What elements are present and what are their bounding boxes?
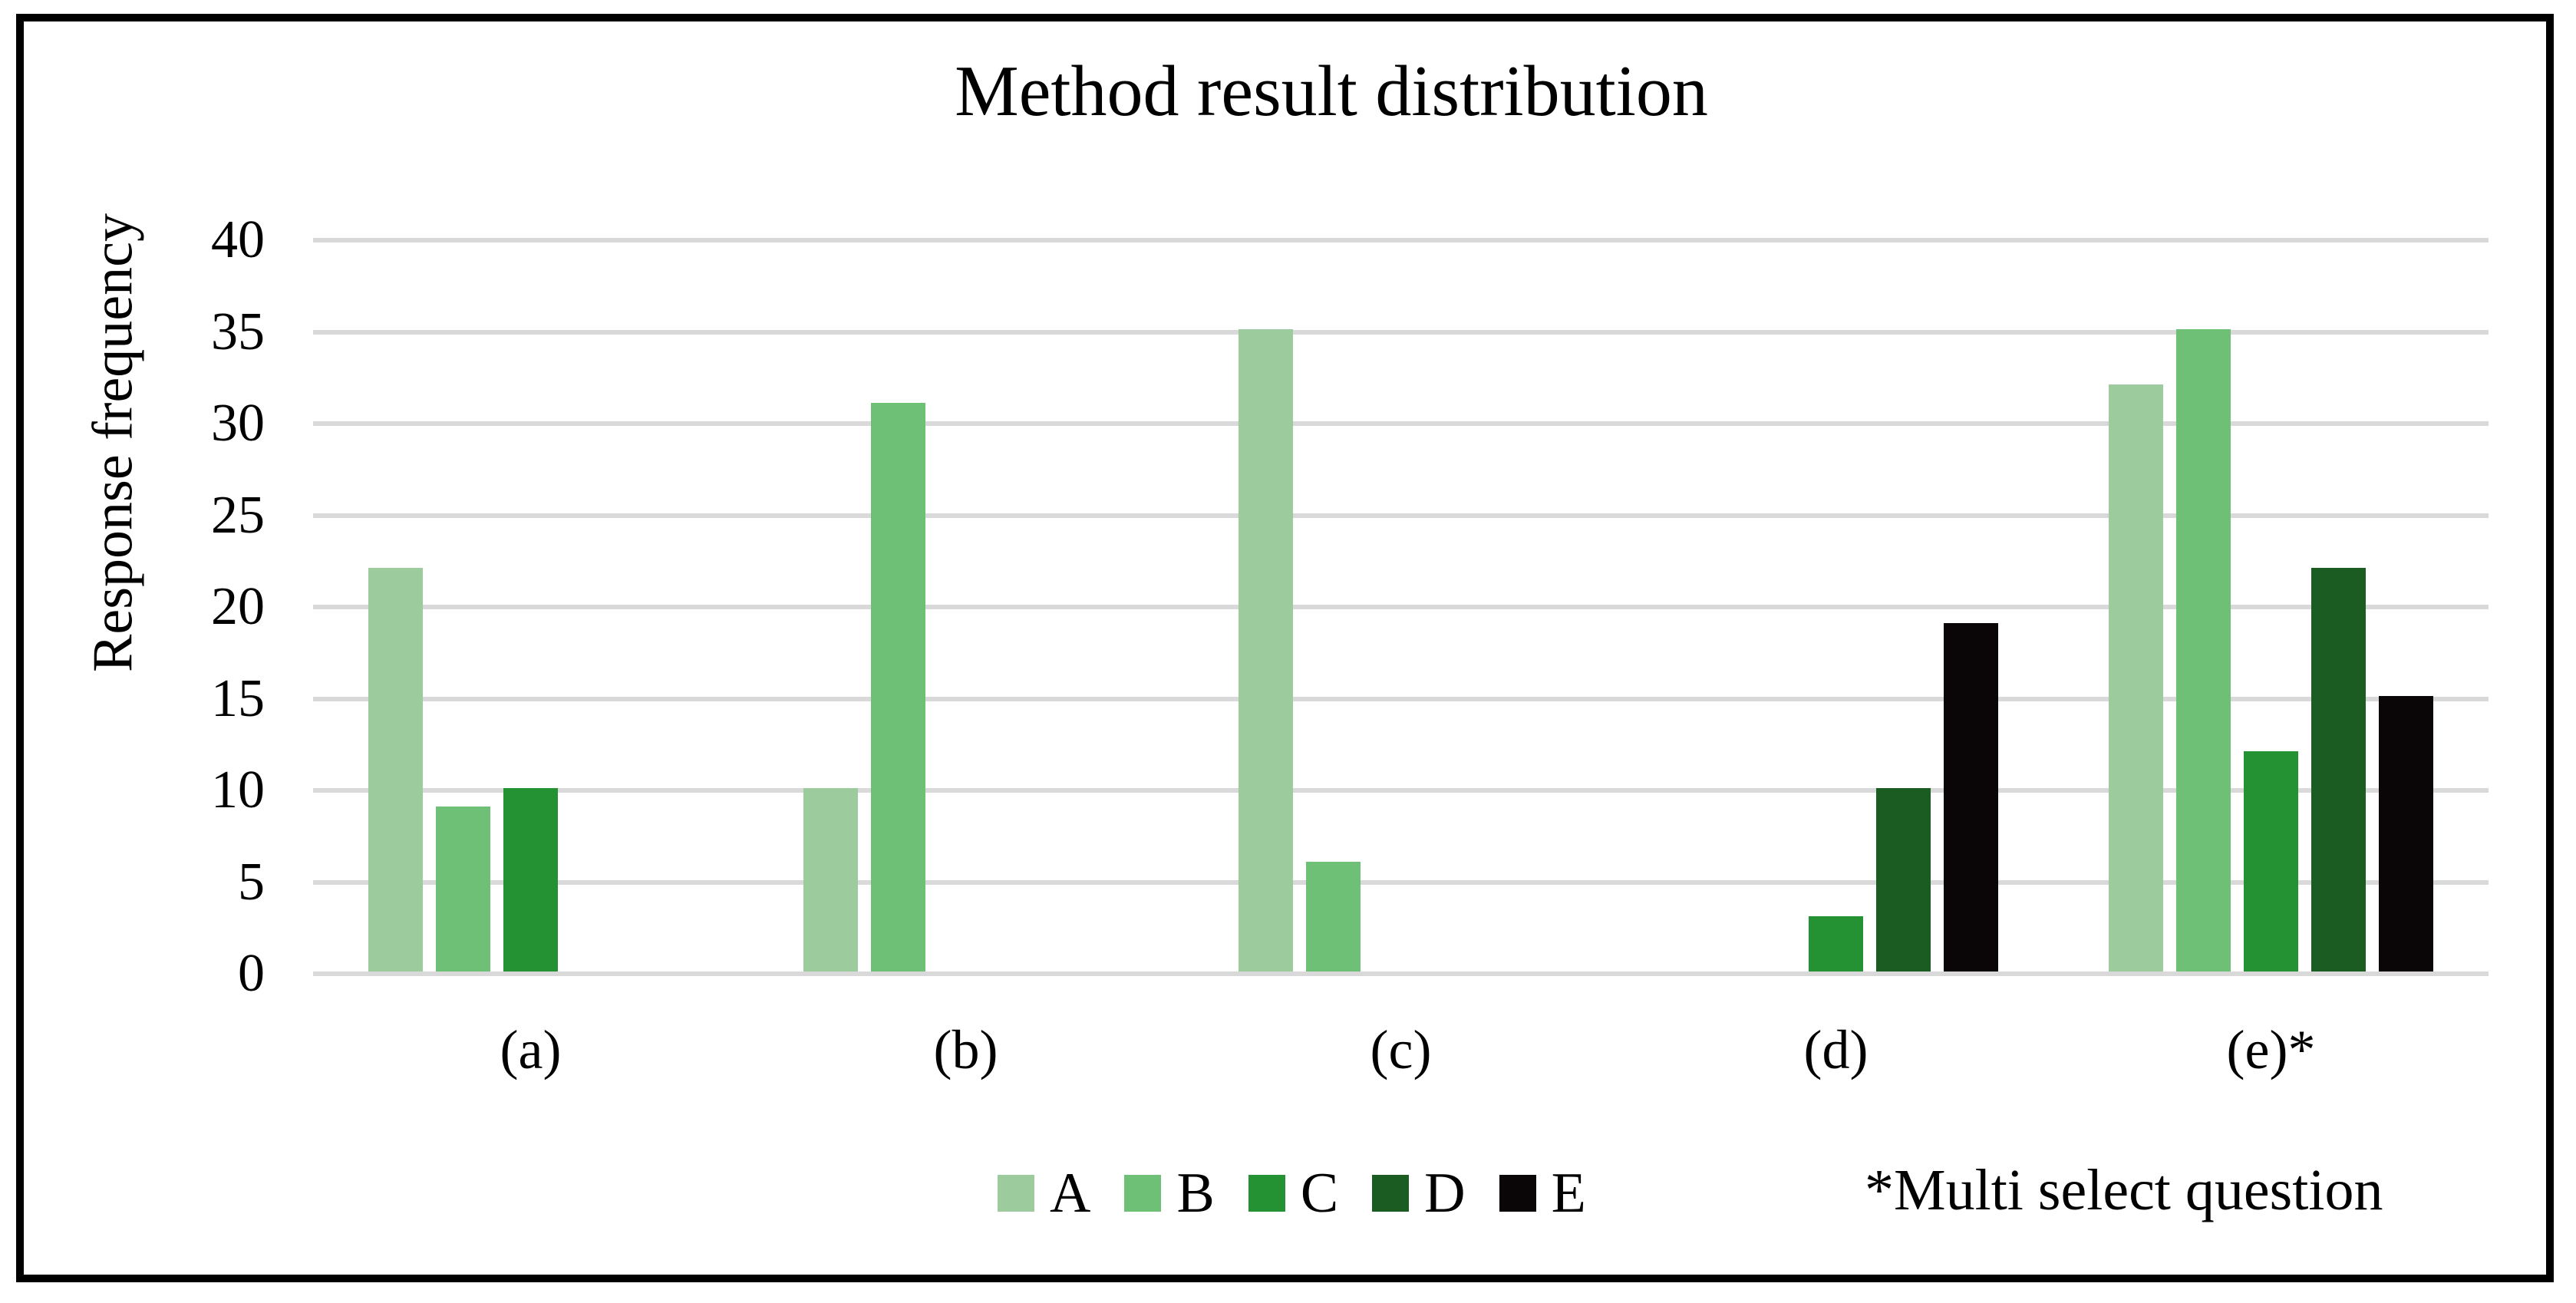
y-tick-label-10: 10 [211, 760, 265, 820]
bar-slot [2238, 238, 2305, 971]
chart-title: Method result distribution [955, 51, 1708, 131]
bar-slot [430, 238, 497, 971]
bar-slot [362, 238, 430, 971]
gridline-y-5 [313, 879, 2489, 885]
legend-swatch-B [1124, 1175, 1162, 1212]
bar-series-D-(e)* [2311, 568, 2366, 971]
bar-slot [1735, 238, 1803, 971]
gridline-y-35 [313, 329, 2489, 335]
y-tick-label-30: 30 [211, 394, 265, 453]
bar-slot [1000, 238, 1067, 971]
y-tick-label-35: 35 [211, 302, 265, 361]
bar-slot [2305, 238, 2373, 971]
bar-series-B-(e)* [2176, 329, 2231, 971]
bar-slot [797, 238, 865, 971]
gridline-y-25 [313, 513, 2489, 518]
x-tick-label-(b): (b) [933, 1019, 998, 1080]
bar-slot [1367, 238, 1435, 971]
bar-series-A-(c) [1239, 329, 1293, 971]
bar-slot [2170, 238, 2238, 971]
legend-swatch-E [1499, 1175, 1536, 1212]
gridline-y-0 [313, 971, 2489, 976]
legend-item-E: E [1499, 1165, 1586, 1222]
bar-series-C-(e)* [2244, 751, 2298, 971]
bar-series-E-(d) [1944, 623, 1998, 971]
bar-slot [1803, 238, 1870, 971]
bar-slot [1232, 238, 1300, 971]
legend-item-D: D [1372, 1162, 1466, 1225]
bar-slot [565, 238, 632, 971]
bar-slot [632, 238, 700, 971]
bar-slot [1667, 238, 1735, 971]
bar-series-A-(a) [368, 568, 423, 971]
bar-slot [932, 238, 1000, 971]
bar-group-(e)* [2103, 238, 2440, 971]
footnote: *Multi select question [1865, 1158, 2383, 1222]
bar-slot [1300, 238, 1367, 971]
bar-series-E-(e)* [2379, 696, 2433, 971]
bar-group-(d) [1667, 238, 2005, 971]
legend-label-C: C [1300, 1162, 1339, 1225]
x-tick-label-(c): (c) [1370, 1019, 1432, 1080]
x-tick-label-(e)*: (e)* [2226, 1019, 2316, 1080]
y-tick-label-20: 20 [211, 577, 265, 636]
bar-slot [1870, 238, 1938, 971]
bar-slot [1435, 238, 1502, 971]
y-tick-label-25: 25 [211, 485, 265, 545]
legend-swatch-D [1372, 1175, 1410, 1212]
legend: A B C D E [998, 1165, 1586, 1222]
bar-slot [1938, 238, 2005, 971]
legend-item-B: B [1124, 1162, 1215, 1225]
y-tick-label-0: 0 [238, 944, 265, 1003]
y-tick-label-15: 15 [211, 668, 265, 728]
bar-slot [2373, 238, 2440, 971]
y-tick-label-40: 40 [211, 210, 265, 269]
legend-item-A: A [998, 1165, 1090, 1222]
bar-series-B-(c) [1306, 862, 1361, 971]
bar-series-C-(d) [1809, 916, 1863, 971]
gridline-y-15 [313, 696, 2489, 701]
bar-group-(b) [797, 238, 1135, 971]
bar-series-A-(e)* [2109, 384, 2163, 971]
y-tick-label-5: 5 [238, 852, 265, 912]
bar-slot [1502, 238, 1570, 971]
bar-series-B-(b) [871, 403, 925, 971]
x-tick-label-(d): (d) [1803, 1019, 1869, 1080]
bar-group-(a) [362, 238, 700, 971]
bar-series-B-(a) [436, 807, 490, 971]
bar-slot [497, 238, 565, 971]
bar-slot [1067, 238, 1135, 971]
legend-label-E: E [1551, 1162, 1586, 1225]
legend-label-A: A [1050, 1162, 1091, 1225]
legend-swatch-A [998, 1175, 1034, 1212]
bar-slot [865, 238, 932, 971]
legend-label-D: D [1424, 1162, 1466, 1225]
gridline-y-30 [313, 421, 2489, 426]
bar-series-D-(d) [1876, 788, 1931, 971]
bar-series-A-(b) [803, 788, 858, 971]
legend-item-C: C [1248, 1165, 1338, 1222]
x-tick-label-(a): (a) [500, 1019, 562, 1080]
gridline-y-40 [313, 238, 2489, 242]
gridline-y-10 [313, 788, 2489, 793]
legend-swatch-C [1248, 1175, 1285, 1212]
bar-series-C-(a) [503, 788, 558, 971]
gridline-y-20 [313, 605, 2489, 609]
bar-slot [2103, 238, 2170, 971]
legend-label-B: B [1176, 1162, 1215, 1225]
bar-group-(c) [1232, 238, 1570, 971]
